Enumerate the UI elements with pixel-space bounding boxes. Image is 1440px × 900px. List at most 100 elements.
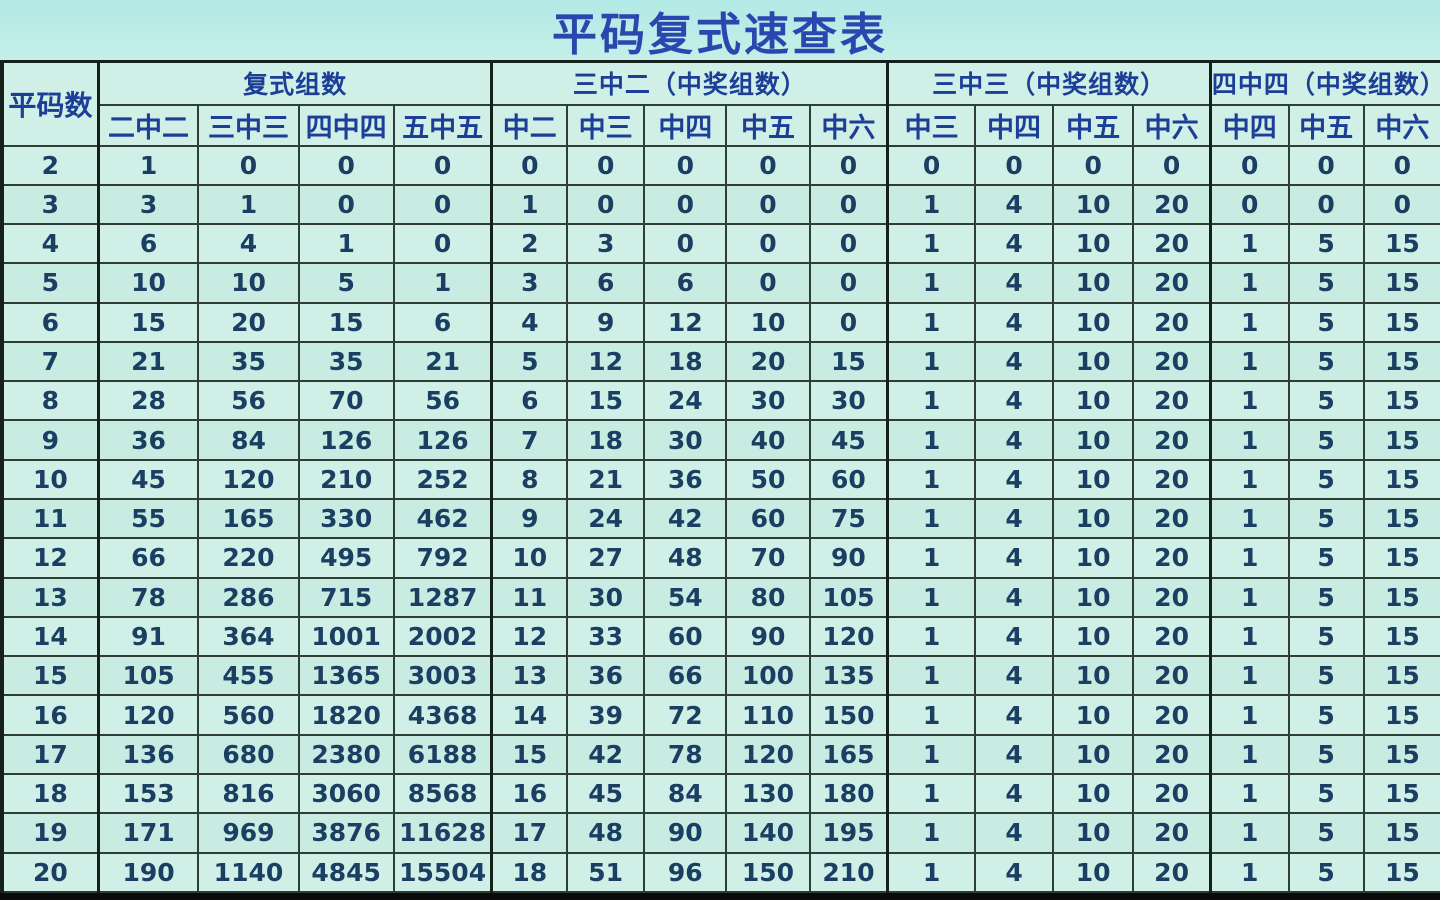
- table-cell: 21: [566, 458, 646, 501]
- table-cell: 3876: [297, 812, 395, 854]
- table-cell: 0: [1132, 144, 1212, 186]
- table-cell: 15: [1362, 223, 1440, 265]
- column-header: 中二: [490, 103, 569, 147]
- table-cell: 1: [886, 615, 976, 658]
- table-cell: 20: [1132, 851, 1212, 894]
- table-cell: 6: [566, 262, 646, 304]
- table-cell: 1: [886, 655, 976, 697]
- table-cell: 120: [808, 615, 889, 658]
- table-cell: 0: [973, 144, 1055, 186]
- table-cell: 1: [886, 537, 976, 579]
- table-row: 14 91 364 1001 2002 12 33 60 90 120 1 4 10 20 1 5 15: [0, 615, 1440, 658]
- row-count: 7: [0, 340, 100, 383]
- table-cell: 1: [886, 772, 976, 815]
- table-cell: 1287: [392, 576, 493, 618]
- table-cell: 15: [1362, 537, 1440, 579]
- table-cell: 10: [197, 262, 300, 304]
- table-cell: 17: [490, 812, 569, 854]
- table-cell: 78: [643, 733, 728, 776]
- row-count: 10: [0, 458, 100, 501]
- table-cell: 39: [566, 694, 646, 736]
- table-cell: 15: [1362, 655, 1440, 697]
- table-cell: 5: [1287, 694, 1365, 736]
- column-header: 五中五: [392, 103, 493, 147]
- table-cell: 195: [808, 812, 889, 854]
- column-header: 中五: [1052, 103, 1135, 147]
- table-cell: 3: [566, 223, 646, 265]
- table-cell: 4: [973, 812, 1055, 854]
- table-cell: 15: [1362, 615, 1440, 658]
- table-cell: 1: [1208, 498, 1290, 540]
- table-cell: 5: [1287, 380, 1365, 422]
- table-cell: 105: [96, 655, 200, 697]
- table-cell: 120: [725, 733, 811, 776]
- table-cell: 5: [1287, 733, 1365, 776]
- table-cell: 1: [1208, 419, 1290, 461]
- table-cell: 252: [392, 458, 493, 501]
- table-cell: 18: [566, 419, 646, 461]
- column-header: 中四: [973, 103, 1055, 147]
- table-cell: 1: [886, 262, 976, 304]
- table-cell: 15: [1362, 851, 1440, 894]
- table-cell: 21: [96, 340, 200, 383]
- table-cell: 15504: [392, 851, 493, 894]
- table-cell: 0: [725, 262, 811, 304]
- table-cell: 5: [1287, 458, 1365, 501]
- table-cell: 4: [973, 694, 1055, 736]
- table-cell: 4: [973, 419, 1055, 461]
- column-header: 二中二: [96, 103, 200, 147]
- table-cell: 60: [643, 615, 728, 658]
- table-cell: 10: [1052, 655, 1135, 697]
- table-cell: 9: [566, 301, 646, 343]
- table-cell: 20: [1132, 458, 1212, 501]
- table-cell: 3: [490, 262, 569, 304]
- table-cell: 0: [566, 183, 646, 226]
- table-cell: 4: [197, 223, 300, 265]
- table-cell: 210: [808, 851, 889, 894]
- table-row: 17 136 680 2380 6188 15 42 78 120 165 1 4 10 20 1 5 15: [0, 733, 1440, 776]
- table-cell: 70: [297, 380, 395, 422]
- table-cell: 20: [197, 301, 300, 343]
- table-cell: 0: [643, 223, 728, 265]
- table-cell: 165: [808, 733, 889, 776]
- table-cell: 0: [1052, 144, 1135, 186]
- table-row: 10 45 120 210 252 8 21 36 50 60 1 4 10 20 1 5 15: [0, 458, 1440, 501]
- table-cell: 171: [96, 812, 200, 854]
- table-cell: 20: [1132, 576, 1212, 618]
- group-header: 三中二（中奖组数）: [490, 60, 889, 106]
- table-cell: 6: [392, 301, 493, 343]
- table-cell: 495: [297, 537, 395, 579]
- table-cell: 5: [1287, 419, 1365, 461]
- table-cell: 20: [1132, 772, 1212, 815]
- table-cell: 48: [566, 812, 646, 854]
- row-count: 9: [0, 419, 100, 461]
- table-cell: 20: [1132, 655, 1212, 697]
- table-cell: 1: [886, 340, 976, 383]
- table-cell: 56: [197, 380, 300, 422]
- row-count: 3: [0, 183, 100, 226]
- table-cell: 24: [643, 380, 728, 422]
- group-header: 四中四（中奖组数）: [1208, 60, 1440, 106]
- table-cell: 0: [197, 144, 300, 186]
- table-cell: 36: [566, 655, 646, 697]
- table-cell: 0: [392, 223, 493, 265]
- column-header: 四中四: [297, 103, 395, 147]
- table-cell: 0: [1208, 144, 1290, 186]
- table-cell: 20: [1132, 498, 1212, 540]
- table-cell: 48: [643, 537, 728, 579]
- table-cell: 45: [808, 419, 889, 461]
- table-cell: 0: [808, 223, 889, 265]
- table-row: 15 105 455 1365 3003 13 36 66 100 135 1 4 10 20 1 5 15: [0, 655, 1440, 697]
- table-cell: 13: [490, 655, 569, 697]
- table-cell: 20: [1132, 812, 1212, 854]
- table-cell: 105: [808, 576, 889, 618]
- table-cell: 5: [1287, 301, 1365, 343]
- table-cell: 4845: [297, 851, 395, 894]
- column-header: 中五: [1287, 103, 1365, 147]
- table-cell: 4368: [392, 694, 493, 736]
- table-cell: 15: [1362, 419, 1440, 461]
- row-count: 18: [0, 772, 100, 815]
- table-cell: 120: [197, 458, 300, 501]
- table-cell: 150: [808, 694, 889, 736]
- table-cell: 30: [566, 576, 646, 618]
